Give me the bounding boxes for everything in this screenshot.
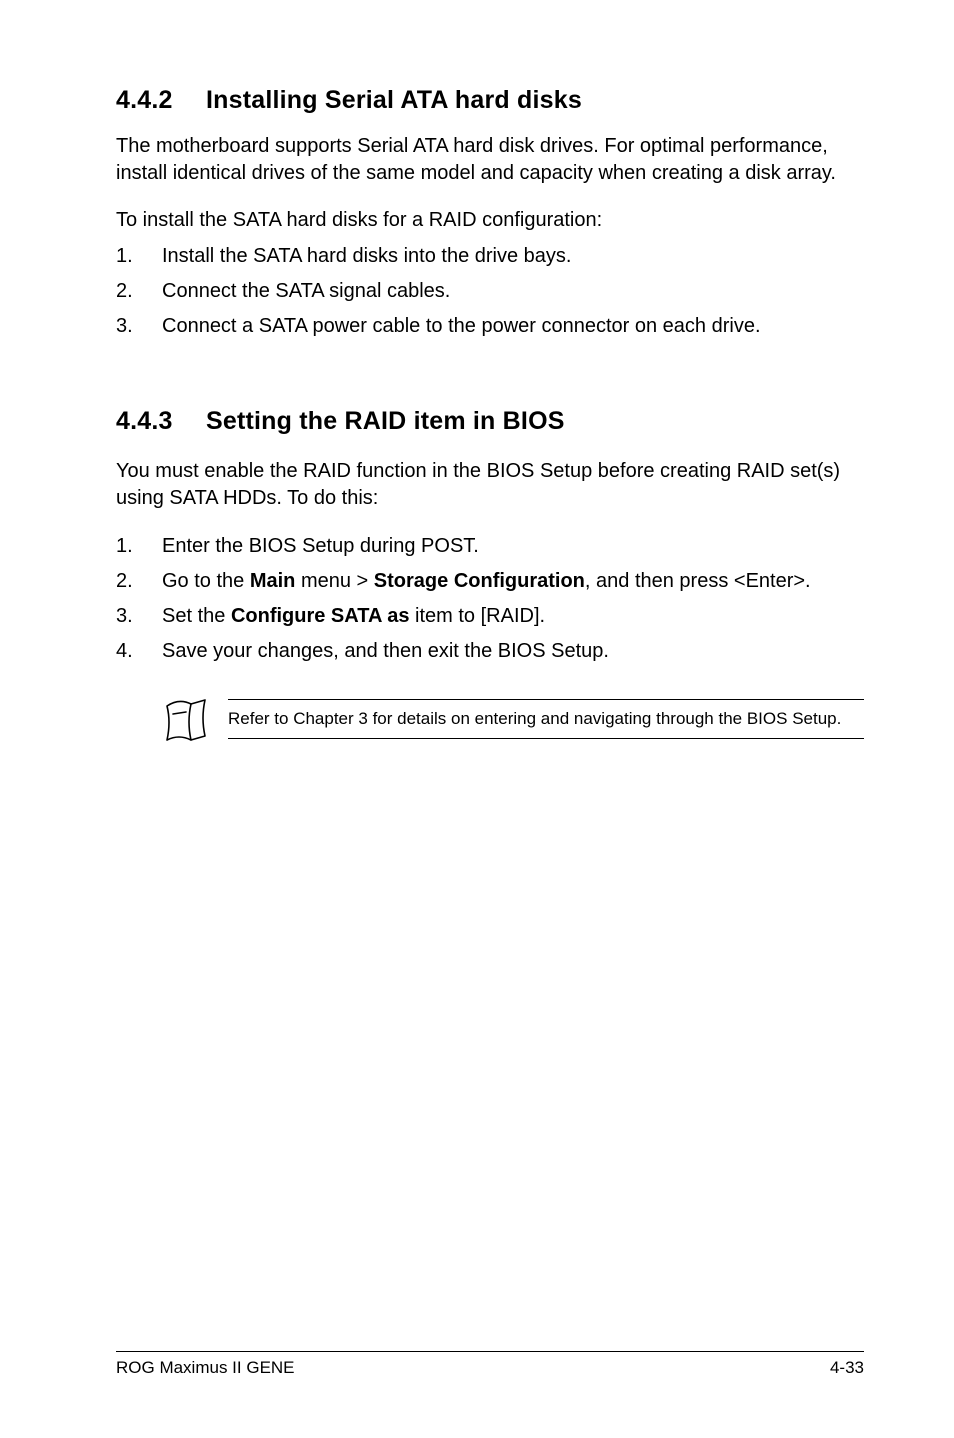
list-text: Install the SATA hard disks into the dri…	[162, 242, 864, 271]
list-text: Set the Configure SATA as item to [RAID]…	[162, 602, 864, 631]
section-number: 4.4.3	[116, 407, 206, 436]
list-item: 2. Connect the SATA signal cables.	[116, 277, 864, 306]
list-item: 1. Install the SATA hard disks into the …	[116, 242, 864, 271]
text-fragment: , and then press <Enter>.	[585, 570, 811, 592]
list-item: 3. Connect a SATA power cable to the pow…	[116, 312, 864, 341]
list-marker: 3.	[116, 312, 162, 341]
list-marker: 2.	[116, 277, 162, 306]
list-marker: 2.	[116, 567, 162, 596]
note-paper-icon	[158, 696, 216, 742]
list-item: 2. Go to the Main menu > Storage Configu…	[116, 567, 864, 596]
text-fragment: menu >	[295, 570, 373, 592]
footer-left: ROG Maximus II GENE	[116, 1358, 295, 1378]
section-heading-4-4-3: 4.4.3Setting the RAID item in BIOS	[116, 407, 864, 436]
note-rule-bottom	[228, 738, 864, 739]
list-item: 1. Enter the BIOS Setup during POST.	[116, 532, 864, 561]
text-fragment: Go to the	[162, 570, 250, 592]
section1-lead: To install the SATA hard disks for a RAI…	[116, 207, 864, 234]
list-text: Enter the BIOS Setup during POST.	[162, 532, 864, 561]
list-item: 4. Save your changes, and then exit the …	[116, 637, 864, 666]
note-rule-top	[228, 699, 864, 700]
page-footer: ROG Maximus II GENE 4-33	[116, 1351, 864, 1378]
section-title: Installing Serial ATA hard disks	[206, 86, 582, 114]
section1-steps: 1. Install the SATA hard disks into the …	[116, 242, 864, 341]
list-text: Connect the SATA signal cables.	[162, 277, 864, 306]
note-text-wrap: Refer to Chapter 3 for details on enteri…	[216, 699, 864, 740]
text-fragment: item to [RAID].	[409, 605, 545, 627]
note-block: Refer to Chapter 3 for details on enteri…	[158, 696, 864, 742]
footer-page-number: 4-33	[830, 1358, 864, 1378]
note-text: Refer to Chapter 3 for details on enteri…	[228, 708, 864, 731]
list-item: 3. Set the Configure SATA as item to [RA…	[116, 602, 864, 631]
section2-intro: You must enable the RAID function in the…	[116, 458, 864, 512]
list-marker: 4.	[116, 637, 162, 666]
list-text: Go to the Main menu > Storage Configurat…	[162, 567, 864, 596]
list-text: Save your changes, and then exit the BIO…	[162, 637, 864, 666]
section-title: Setting the RAID item in BIOS	[206, 407, 565, 435]
bold-text: Main	[250, 570, 296, 592]
list-marker: 1.	[116, 532, 162, 561]
bold-text: Storage Configuration	[374, 570, 585, 592]
text-fragment: Set the	[162, 605, 231, 627]
list-marker: 3.	[116, 602, 162, 631]
list-marker: 1.	[116, 242, 162, 271]
list-text: Connect a SATA power cable to the power …	[162, 312, 864, 341]
bold-text: Configure SATA as	[231, 605, 410, 627]
section1-intro: The motherboard supports Serial ATA hard…	[116, 133, 864, 187]
footer-rule	[116, 1351, 864, 1352]
section-heading-4-4-2: 4.4.2Installing Serial ATA hard disks	[116, 86, 864, 115]
section2-steps: 1. Enter the BIOS Setup during POST. 2. …	[116, 532, 864, 666]
section-number: 4.4.2	[116, 86, 206, 115]
